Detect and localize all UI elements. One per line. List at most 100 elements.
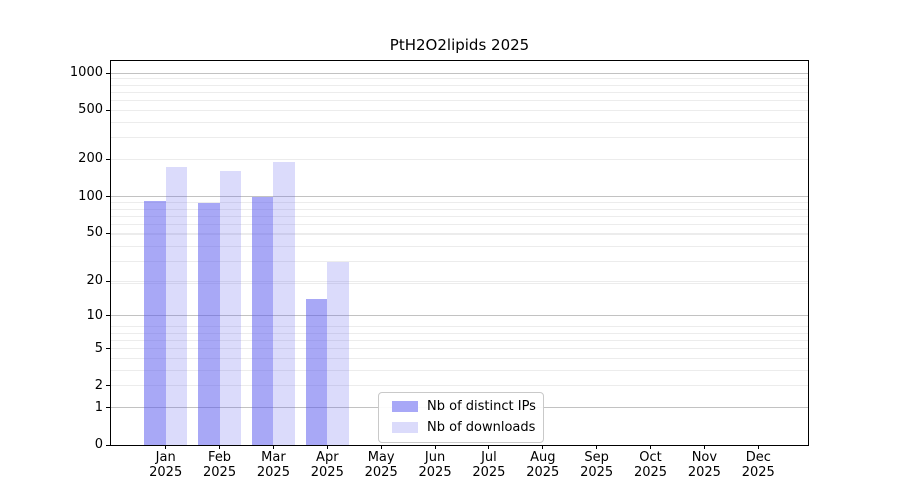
x-tick-year: 2025 (310, 465, 344, 480)
gridline-major (111, 196, 808, 197)
x-tick-month: Jul (481, 450, 497, 465)
x-tick-mark (757, 445, 759, 449)
x-tick-label: Apr 2025 (295, 450, 359, 480)
x-tick-year: 2025 (633, 465, 668, 480)
x-tick-year: 2025 (741, 465, 775, 480)
x-tick-mark (703, 445, 705, 449)
x-tick-mark (165, 445, 167, 449)
x-tick-mark (380, 445, 382, 449)
y-tick-mark (106, 158, 111, 160)
x-tick-mark (219, 445, 221, 449)
x-tick-month: Dec (745, 450, 771, 465)
gridline-minor (111, 332, 808, 334)
x-tick-month: Jun (424, 450, 446, 465)
x-tick-month: Feb (208, 450, 232, 465)
x-tick-year: 2025 (149, 465, 183, 480)
gridline-minor (111, 121, 808, 123)
bar-distinct-ips (144, 200, 166, 445)
y-tick-label: 50 (86, 225, 103, 241)
y-tick-label: 0 (94, 437, 103, 452)
y-tick-label: 500 (78, 102, 103, 118)
x-tick-label: Jan 2025 (134, 450, 198, 480)
x-tick-year: 2025 (580, 465, 614, 480)
gridline-minor (111, 261, 808, 263)
x-tick-month: Jan (155, 450, 176, 465)
x-tick-label: Aug 2025 (511, 450, 575, 480)
x-tick-label: May 2025 (349, 450, 413, 480)
legend-swatch-downloads (392, 422, 418, 433)
x-tick-year: 2025 (526, 465, 560, 480)
x-tick-mark (272, 445, 274, 449)
y-tick-label: 100 (78, 188, 103, 204)
x-tick-mark (650, 445, 652, 449)
x-tick-label: Dec 2025 (726, 450, 790, 480)
x-tick-year: 2025 (256, 465, 290, 480)
gridline-minor (111, 100, 808, 102)
gridline-minor (111, 339, 808, 341)
x-tick-year: 2025 (364, 465, 398, 480)
gridline-minor (111, 283, 808, 285)
x-tick-label: Sep 2025 (565, 450, 629, 480)
x-tick-label: Oct 2025 (619, 450, 683, 480)
y-tick-mark (106, 196, 111, 197)
x-tick-label: Jul 2025 (457, 450, 521, 480)
x-tick-year: 2025 (472, 465, 506, 480)
y-tick-mark (106, 407, 111, 409)
x-tick-label: Jun 2025 (403, 450, 467, 480)
gridline-minor (111, 369, 808, 371)
gridline-minor (111, 91, 808, 93)
gridline-minor (111, 233, 808, 235)
legend: Nb of distinct IPs Nb of downloads (378, 392, 544, 443)
y-tick-mark (106, 72, 111, 74)
x-tick-year: 2025 (418, 465, 452, 480)
x-tick-month: Mar (261, 450, 286, 465)
x-tick-mark (488, 445, 490, 449)
gridline-minor (111, 326, 808, 328)
gridline-major (111, 315, 808, 317)
gridline-minor (111, 137, 808, 139)
x-tick-mark (542, 445, 544, 449)
y-tick-label: 1000 (69, 65, 103, 80)
x-tick-year: 2025 (203, 465, 237, 480)
bar-downloads (273, 161, 296, 445)
y-tick-label: 10 (86, 307, 103, 323)
gridline-minor (111, 158, 808, 160)
bar-distinct-ips (197, 203, 220, 445)
x-tick-label: Mar 2025 (241, 450, 305, 480)
y-tick-mark (106, 348, 111, 350)
bar-downloads (165, 166, 188, 445)
x-tick-year: 2025 (687, 465, 721, 480)
y-tick-label: 1 (94, 399, 103, 415)
x-tick-mark (434, 445, 436, 449)
gridline-minor (111, 232, 808, 234)
gridline-minor (111, 385, 808, 387)
gridline-minor (111, 357, 808, 359)
legend-swatch-distinct-ips (392, 401, 418, 412)
chart-title: PtH2O2lipids 2025 (389, 36, 530, 54)
y-tick-mark (106, 444, 111, 446)
gridline-minor (111, 280, 808, 282)
y-tick-mark (106, 232, 111, 234)
gridline-minor (111, 202, 808, 204)
x-tick-month: Oct (639, 450, 662, 465)
x-tick-month: Aug (530, 450, 556, 465)
x-tick-label: Nov 2025 (672, 450, 736, 480)
y-tick-mark (106, 280, 111, 282)
x-tick-month: Sep (584, 450, 609, 465)
gridline-major (111, 72, 808, 74)
x-tick-month: May (367, 450, 395, 465)
legend-item: Nb of downloads (379, 417, 543, 438)
plot-area (110, 60, 809, 446)
bar-downloads (219, 171, 242, 445)
y-tick-mark (106, 109, 111, 111)
y-tick-mark (106, 315, 111, 317)
gridline-minor (111, 245, 808, 247)
gridline-minor (111, 109, 808, 111)
gridline-minor (111, 215, 808, 217)
x-tick-mark (596, 445, 598, 449)
legend-item: Nb of distinct IPs (379, 396, 543, 417)
bar-downloads (327, 261, 349, 445)
y-tick-label: 2 (94, 377, 103, 393)
gridline-minor (111, 224, 808, 226)
